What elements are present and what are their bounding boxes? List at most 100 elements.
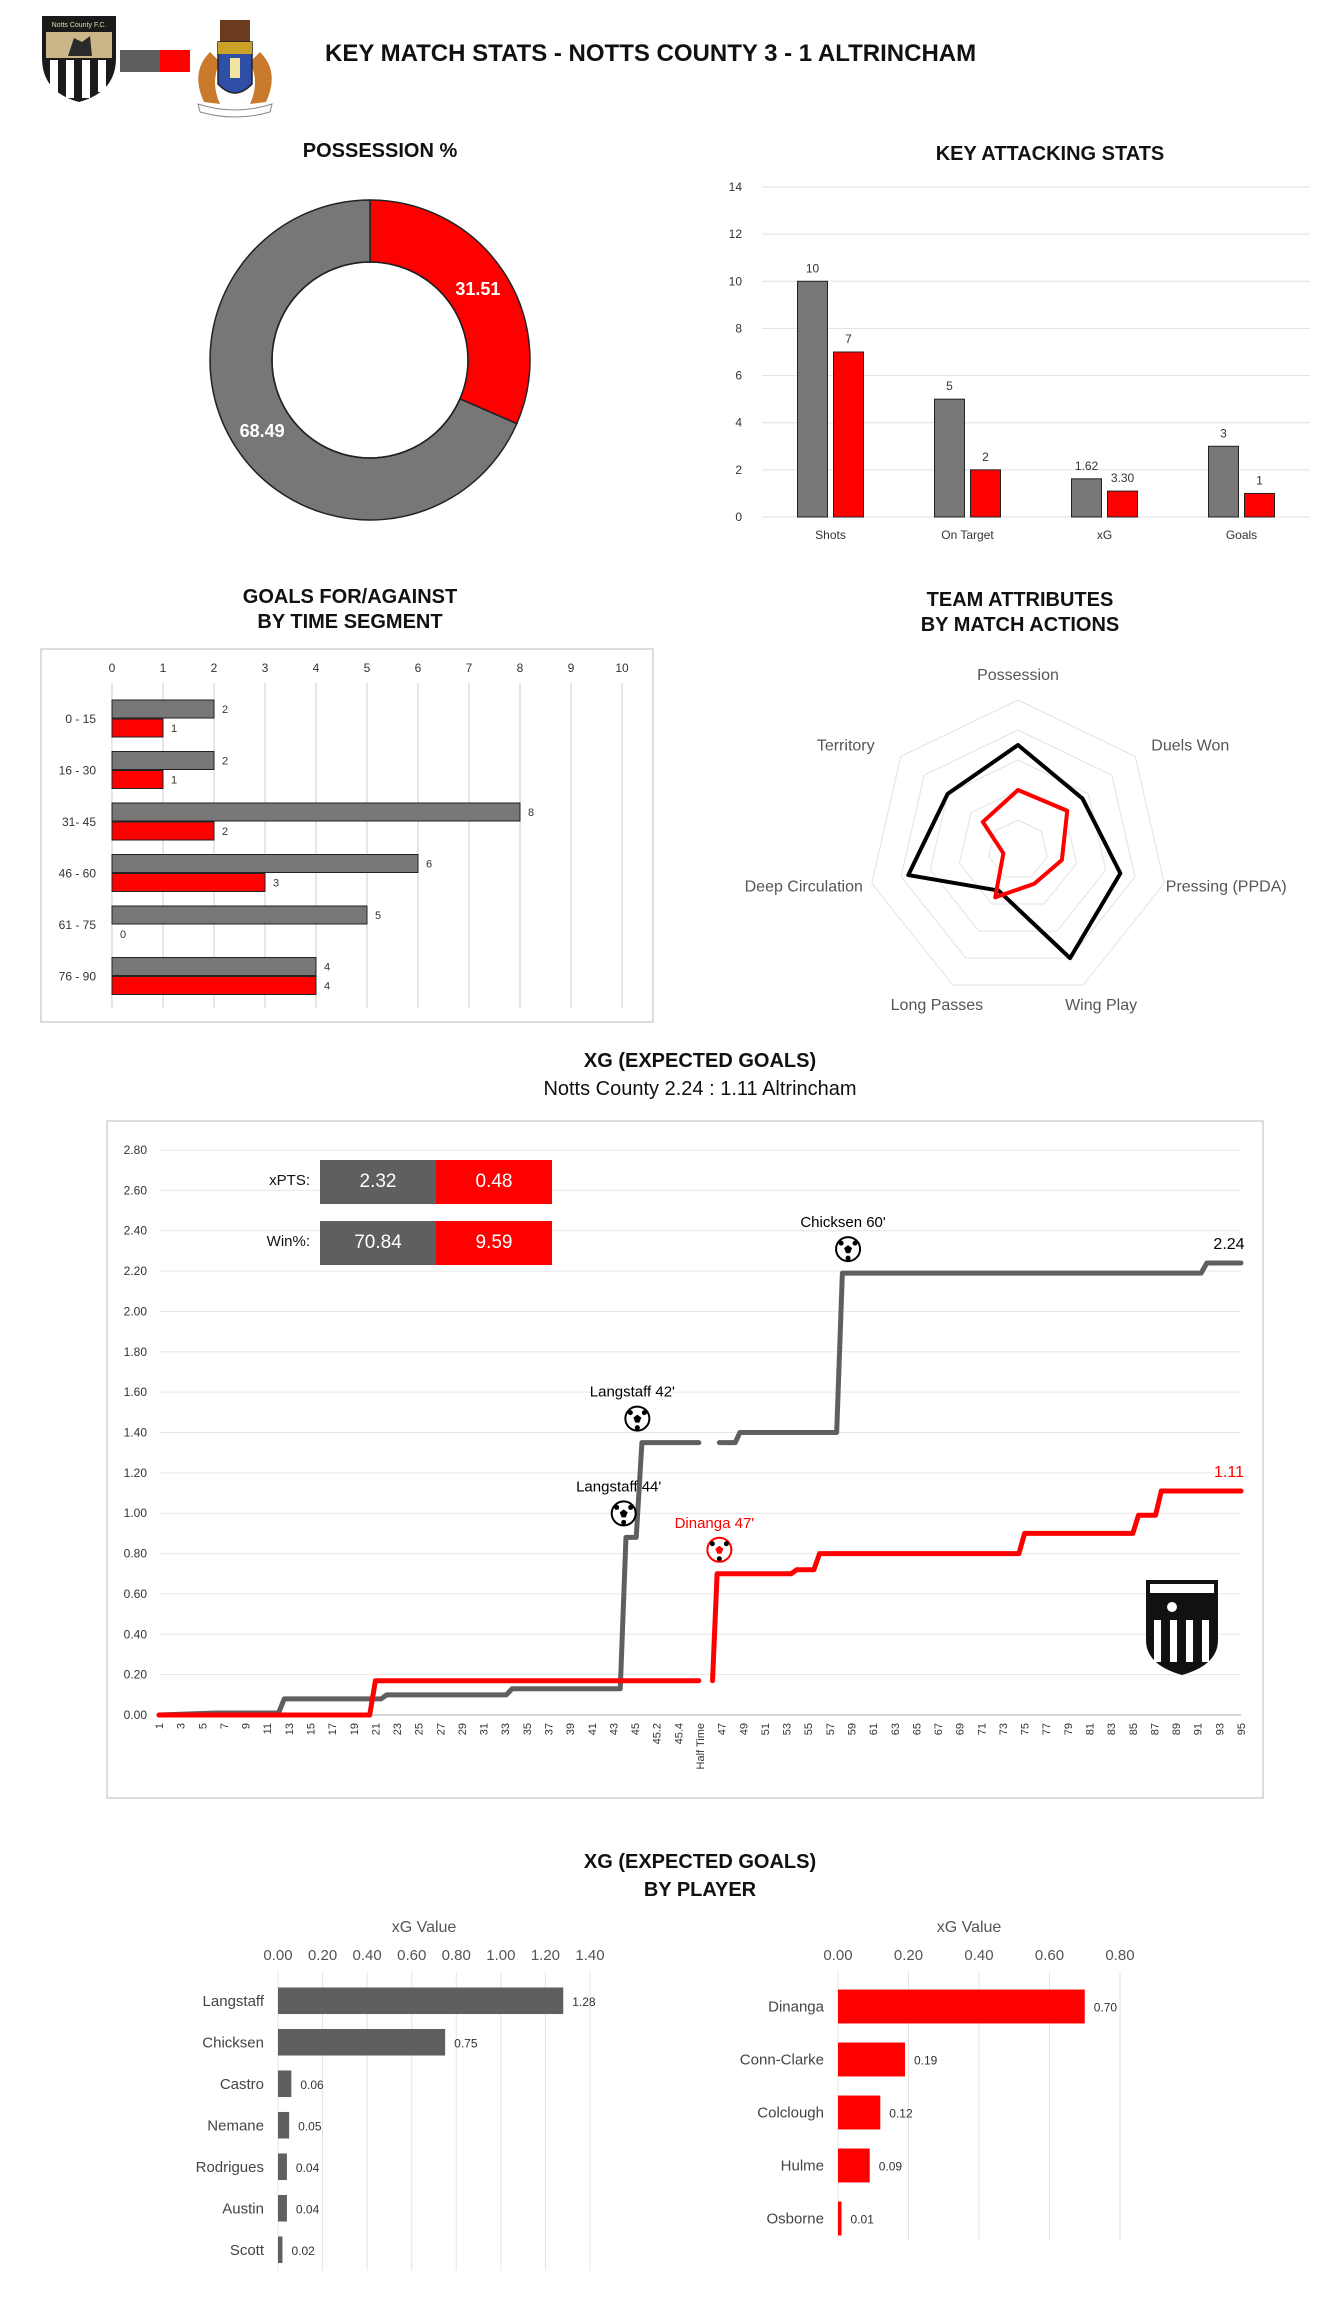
segments-xtick: 1: [160, 661, 167, 675]
attacking-category-label: xG: [1097, 528, 1112, 542]
xg-xtick: 1: [154, 1723, 166, 1729]
xg-xtick: 71: [976, 1723, 988, 1735]
radar-title-line-1: TEAM ATTRIBUTES: [926, 589, 1114, 611]
xg-ytick: 1.80: [124, 1345, 148, 1359]
xg-xtick: 91: [1193, 1723, 1205, 1735]
xg-series-line: [156, 1678, 702, 1718]
home-players-chart: xG Value 0.00 0.20 0.40 0.60 0.80 1.00 1.20 1.40…: [196, 1919, 605, 2271]
xg-xtick: 33: [500, 1723, 512, 1735]
radar-grid-ring: [871, 699, 1165, 986]
segments-bar: [111, 802, 521, 822]
home-badge-text: Notts County F.C.: [52, 22, 107, 29]
attacking-ytick: 0: [735, 510, 742, 524]
player-bar-label: 0.04: [296, 2202, 320, 2216]
xg-xtick: 57: [825, 1723, 837, 1735]
segments-category-label: 46 - 60: [59, 867, 97, 881]
xg-xtick: 89: [1171, 1723, 1183, 1735]
attacking-bar: [797, 280, 828, 518]
xg-ytick: 2.20: [124, 1264, 148, 1278]
player-xtick: 0.80: [1105, 1947, 1134, 1964]
xg-xtick: 27: [435, 1723, 447, 1735]
segments-bar: [111, 905, 368, 925]
xg-ytick: 2.80: [124, 1143, 148, 1157]
segments-bar-label: 0: [120, 929, 126, 941]
xg-ytick: 0.20: [124, 1668, 148, 1682]
xg-xtick: 67: [933, 1723, 945, 1735]
xg-xtick: 53: [782, 1723, 794, 1735]
radar-axis-label: Deep Circulation: [745, 878, 863, 895]
attacking-chart: 0 2 4 6 8 10 12 14 Shots 10 7 On Target 5 2 xG 1.62 3.30…: [729, 180, 1310, 542]
header-color-bar-home: [120, 50, 160, 72]
player-bar-label: 0.06: [300, 2078, 324, 2092]
attacking-ytick: 8: [735, 321, 742, 335]
segments-bar-label: 3: [273, 878, 279, 890]
xg-xtick: 23: [392, 1723, 404, 1735]
attacking-bar: [1244, 492, 1275, 518]
xg-ytick: 0.60: [124, 1587, 148, 1601]
player-name-label: Austin: [222, 2200, 264, 2217]
xg-xtick: 21: [370, 1723, 382, 1735]
segments-bar-label: 2: [222, 826, 228, 838]
xg-xtick: 39: [565, 1723, 577, 1735]
xg-annotation-label: Langstaff 42': [590, 1384, 675, 1401]
xg-xtick: 43: [608, 1723, 620, 1735]
radar-grid-ring: [900, 729, 1136, 959]
xg-xtick: 87: [1149, 1723, 1161, 1735]
radar-axis-label: Pressing (PPDA): [1166, 878, 1287, 895]
player-bar: [278, 1987, 564, 2015]
segments-category-label: 31- 45: [62, 815, 96, 829]
attacking-bar: [1107, 490, 1138, 518]
player-name-label: Osborne: [766, 2211, 824, 2228]
xg-xtick: 49: [738, 1723, 750, 1735]
segments-chart: 0 1 2 3 4 5 6 7 8 9 10 0 - 15 2 1 16 - 30 2 1 31- 45 8 2 46 …: [40, 648, 654, 1023]
xg-ytick: 0.40: [124, 1627, 148, 1641]
xg-xtick: 37: [544, 1723, 556, 1735]
player-bar-label: 1.28: [572, 1995, 596, 2009]
attacking-bar-label: 5: [946, 379, 953, 393]
attacking-category-label: Shots: [815, 528, 846, 542]
segments-bar: [111, 751, 215, 770]
home-badge: Notts County F.C.: [38, 12, 120, 104]
xg-xtick: 55: [803, 1723, 815, 1735]
player-bar: [278, 2028, 446, 2056]
xg-xtick: 25: [414, 1723, 426, 1735]
player-bar: [838, 1989, 1085, 2024]
xg-ytick: 1.00: [124, 1506, 148, 1520]
player-bar-label: 0.05: [298, 2119, 322, 2133]
attacking-ytick: 4: [735, 416, 742, 430]
segments-bar-label: 5: [375, 910, 381, 922]
xg-xtick: 31: [479, 1723, 491, 1735]
football-icon: [706, 1536, 733, 1563]
player-name-label: Scott: [230, 2242, 265, 2259]
players-title: XG (EXPECTED GOALS) BY PLAYER: [480, 1848, 920, 1904]
segments-xtick: 3: [262, 661, 269, 675]
attacking-bar-label: 2: [982, 450, 989, 464]
xg-xtick: 79: [1063, 1723, 1075, 1735]
player-name-label: Chicksen: [202, 2034, 264, 2051]
segments-xtick: 6: [415, 661, 422, 675]
xg-xtick: 45.4: [673, 1723, 685, 1744]
xg-xtick: 93: [1214, 1723, 1226, 1735]
xg-xtick: 3: [176, 1723, 188, 1729]
radar-axis-label: Territory: [817, 737, 875, 754]
attacking-bar: [934, 398, 965, 518]
attacking-bar-label: 3.30: [1111, 471, 1135, 485]
segments-frame: [40, 648, 654, 1023]
segments-bar: [111, 854, 419, 873]
radar-axis-label: Possession: [977, 667, 1059, 684]
player-name-label: Castro: [220, 2076, 264, 2093]
football-icon: [624, 1405, 651, 1432]
xg-series-line: [710, 1488, 1244, 1684]
radar-title-line-2: BY MATCH ACTIONS: [920, 614, 1120, 636]
xg-xtick: 9: [241, 1723, 253, 1729]
xpts-away: 0.48: [436, 1160, 552, 1204]
segments-category-label: 0 - 15: [65, 712, 96, 726]
xg-xtick: 75: [1020, 1723, 1032, 1735]
segments-bar: [111, 770, 164, 789]
xg-ytick: 2.40: [124, 1224, 148, 1238]
attacking-ytick: 12: [729, 227, 743, 241]
player-xtick: 0.60: [397, 1947, 426, 1964]
attacking-bar-label: 10: [806, 261, 820, 275]
xg-subtitle: Notts County 2.24 : 1.11 Altrincham: [543, 1078, 857, 1100]
player-bar: [838, 2148, 870, 2183]
